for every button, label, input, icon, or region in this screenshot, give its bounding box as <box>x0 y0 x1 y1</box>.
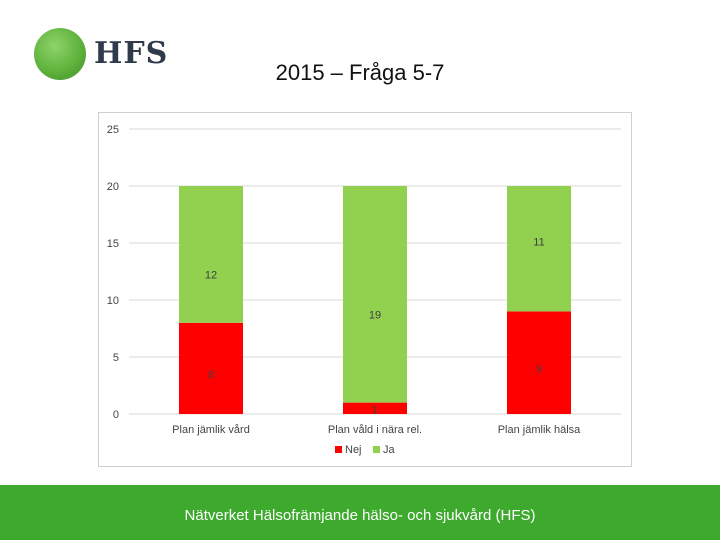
footer-bar: Nätverket Hälsofrämjande hälso- och sjuk… <box>0 485 720 540</box>
legend-label-nej: Nej <box>345 444 362 456</box>
legend-swatch-nej <box>335 446 342 453</box>
y-tick-label: 25 <box>107 124 119 136</box>
logo-text: HFS <box>94 36 169 71</box>
data-label: 19 <box>369 309 381 321</box>
y-tick-label: 20 <box>107 181 119 193</box>
footer-text: Nätverket Hälsofrämjande hälso- och sjuk… <box>184 507 536 524</box>
y-tick-label: 10 <box>107 295 119 307</box>
data-label: 12 <box>205 269 217 281</box>
bar-segment-ja <box>179 186 243 323</box>
slide-title: 2015 – Fråga 5-7 <box>275 60 445 85</box>
data-label: 11 <box>533 237 544 249</box>
chart-frame: 0 5 10 15 20 25 Plan jämlik vård Plan våld i nä… <box>98 112 632 467</box>
bar-segment-nej <box>343 402 407 414</box>
x-tick-label: Plan våld i nära rel. <box>328 424 422 436</box>
bar-segment-ja <box>507 186 571 312</box>
bar-segment-nej <box>179 322 243 414</box>
logo-circle-icon <box>34 28 86 80</box>
data-label: 8 <box>208 369 214 381</box>
legend-label-ja: Ja <box>383 444 396 456</box>
x-tick-label: Plan jämlik vård <box>172 424 250 436</box>
hfs-logo: HFS <box>34 28 167 84</box>
data-label: 9 <box>536 364 542 376</box>
legend-swatch-ja <box>373 446 380 453</box>
bar-segment-nej <box>507 311 571 414</box>
y-tick-label: 0 <box>113 409 119 421</box>
y-tick-label: 15 <box>107 238 119 250</box>
data-label: 1 <box>372 404 378 416</box>
stacked-bar-chart: 0 5 10 15 20 25 Plan jämlik vård Plan våld i nä… <box>107 124 621 456</box>
y-tick-label: 5 <box>113 352 119 364</box>
x-tick-label: Plan jämlik hälsa <box>498 424 581 436</box>
bar-segment-ja <box>343 186 407 403</box>
